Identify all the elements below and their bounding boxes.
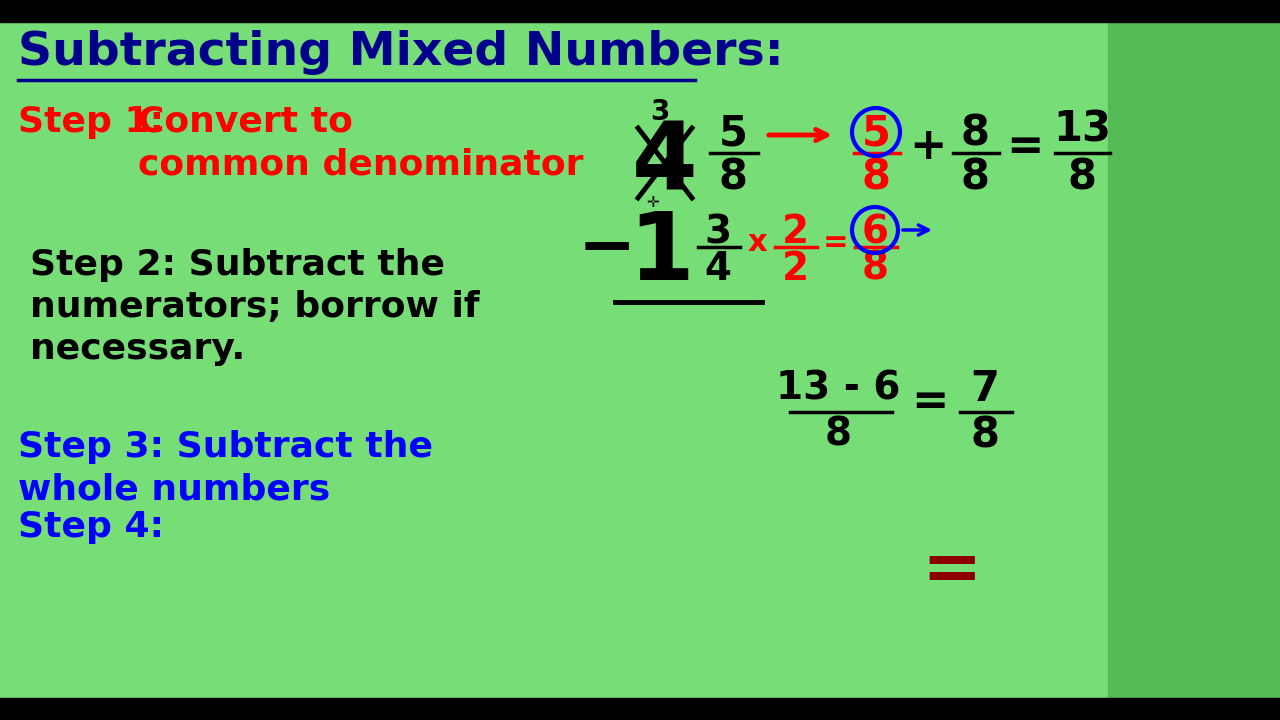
Bar — [0, 0, 1280, 22]
Text: 8: 8 — [1068, 156, 1097, 198]
Text: 8: 8 — [960, 156, 989, 198]
Text: 8: 8 — [824, 415, 851, 453]
Text: 8: 8 — [960, 113, 989, 155]
Text: 5: 5 — [718, 113, 748, 155]
Text: Convert to
common denominator: Convert to common denominator — [138, 105, 584, 181]
Text: 2: 2 — [781, 213, 809, 251]
Text: 13: 13 — [1053, 108, 1111, 150]
Bar — [1108, 0, 1280, 720]
Text: 6: 6 — [861, 213, 888, 251]
Text: ✛: ✛ — [646, 195, 659, 210]
Text: 3: 3 — [704, 213, 732, 251]
Text: 8: 8 — [861, 156, 891, 198]
Text: Step 1:: Step 1: — [18, 105, 164, 139]
Text: Step 4:: Step 4: — [18, 510, 164, 544]
Text: =: = — [922, 536, 982, 605]
Text: 1: 1 — [628, 208, 694, 300]
Text: Subtracting Mixed Numbers:: Subtracting Mixed Numbers: — [18, 30, 783, 75]
Text: 4: 4 — [632, 118, 698, 210]
Text: 8: 8 — [718, 156, 748, 198]
Text: 2: 2 — [781, 250, 809, 288]
Text: +: + — [909, 125, 947, 168]
Text: −: − — [577, 215, 636, 282]
Text: =: = — [911, 380, 948, 423]
Text: 5: 5 — [861, 113, 891, 155]
Text: Step 3: Subtract the
whole numbers: Step 3: Subtract the whole numbers — [18, 430, 433, 506]
Text: 7: 7 — [970, 368, 1000, 410]
Text: 8: 8 — [970, 415, 1000, 457]
Text: =: = — [823, 228, 849, 257]
Text: =: = — [1006, 125, 1043, 168]
Text: 3: 3 — [650, 98, 669, 126]
Bar — [0, 698, 1280, 720]
Text: 13 - 6: 13 - 6 — [776, 370, 900, 408]
Text: x: x — [748, 228, 767, 257]
Text: Step 2: Subtract the
numerators; borrow if
necessary.: Step 2: Subtract the numerators; borrow … — [29, 248, 480, 366]
Text: 4: 4 — [704, 250, 731, 288]
Text: 8: 8 — [861, 250, 888, 288]
